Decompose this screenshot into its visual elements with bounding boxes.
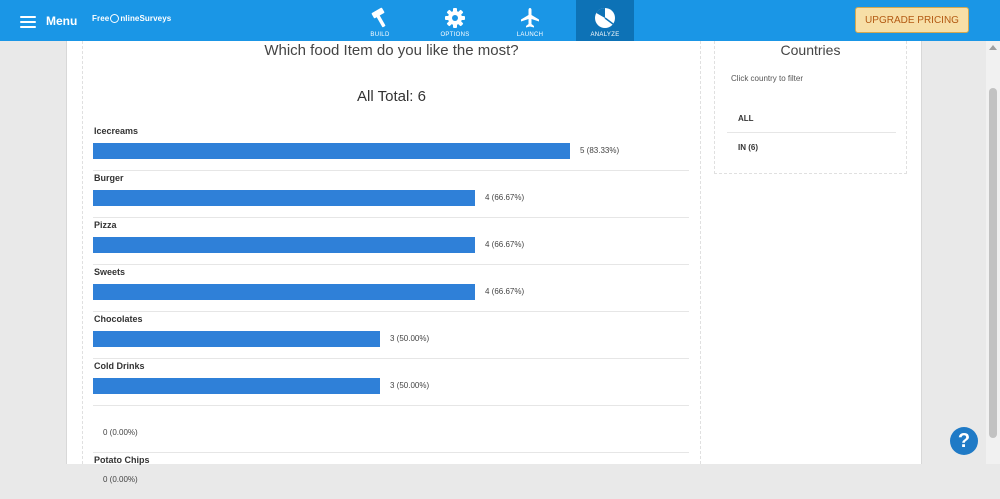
pie-chart-icon bbox=[595, 7, 615, 28]
tab-analyze[interactable]: ANALYZE bbox=[576, 0, 634, 41]
answer-value: 3 (50.00%) bbox=[390, 381, 430, 390]
vertical-scrollbar[interactable] bbox=[986, 41, 1000, 464]
logo-o-icon bbox=[110, 14, 120, 23]
country-filter-in[interactable]: IN (6) bbox=[738, 143, 758, 152]
airplane-icon bbox=[521, 8, 539, 28]
answer-row: Potato Chips 0 (0.00%) bbox=[93, 453, 689, 499]
answer-value: 4 (66.67%) bbox=[485, 287, 525, 296]
answer-bar bbox=[93, 237, 475, 253]
answer-row: Cold Drinks 3 (50.00%) bbox=[93, 359, 689, 406]
answer-row: 0 (0.00%) bbox=[93, 406, 689, 453]
answer-row: Icecreams 5 (83.33%) bbox=[93, 124, 689, 171]
answer-bar-track: 4 (66.67%) bbox=[93, 190, 689, 206]
hamburger-icon bbox=[20, 15, 36, 28]
answer-label: Burger bbox=[94, 173, 124, 183]
answer-value: 3 (50.00%) bbox=[390, 334, 430, 343]
scroll-thumb[interactable] bbox=[989, 88, 997, 438]
help-button[interactable]: ? bbox=[950, 427, 978, 455]
total-responses: All Total: 6 bbox=[357, 88, 426, 105]
answer-label: Icecreams bbox=[94, 126, 139, 136]
answer-bar bbox=[93, 143, 570, 159]
tab-build-label: BUILD bbox=[370, 32, 390, 38]
survey-tabs: BUILD OPTIONS LAUNCH bbox=[351, 0, 651, 41]
upgrade-pricing-button[interactable]: UPGRADE PRICING bbox=[855, 7, 969, 33]
tab-launch[interactable]: LAUNCH bbox=[501, 0, 559, 41]
hammer-icon bbox=[371, 7, 386, 28]
logo-text-surveys: Surveys bbox=[139, 14, 172, 23]
answer-label: Sweets bbox=[94, 267, 126, 277]
answer-bar-track: 4 (66.67%) bbox=[93, 284, 689, 300]
tab-options-label: OPTIONS bbox=[440, 32, 470, 38]
answer-bar-track: 0 (0.00%) bbox=[93, 425, 689, 441]
answer-row: Pizza 4 (66.67%) bbox=[93, 218, 689, 265]
tab-launch-label: LAUNCH bbox=[516, 32, 544, 38]
answer-label: Cold Drinks bbox=[94, 361, 145, 371]
logo-text-nline: nline bbox=[120, 14, 140, 23]
answer-value: 5 (83.33%) bbox=[580, 146, 620, 155]
menu-label: Menu bbox=[46, 14, 78, 28]
answer-label: Potato Chips bbox=[94, 455, 150, 465]
top-navigation-bar: Menu Free nline Surveys BUILD bbox=[0, 0, 1000, 41]
answer-row: Burger 4 (66.67%) bbox=[93, 171, 689, 218]
question-title: Which food Item do you like the most? bbox=[264, 42, 519, 59]
question-results-panel: Which food Item do you like the most? Al… bbox=[82, 41, 701, 484]
country-filter-all[interactable]: ALL bbox=[727, 104, 896, 133]
answer-value: 0 (0.00%) bbox=[103, 428, 138, 437]
menu-button[interactable]: Menu bbox=[20, 12, 77, 30]
answer-bar bbox=[93, 378, 380, 394]
answer-row: Sweets 4 (66.67%) bbox=[93, 265, 689, 312]
answer-bar-track: 4 (66.67%) bbox=[93, 237, 689, 253]
answer-bar-track: 5 (83.33%) bbox=[93, 143, 689, 159]
answer-value: 4 (66.67%) bbox=[485, 240, 525, 249]
scroll-up-arrow-icon[interactable] bbox=[989, 45, 997, 50]
freeonlinesurveys-logo[interactable]: Free nline Surveys bbox=[92, 14, 171, 23]
answer-value: 4 (66.67%) bbox=[485, 193, 525, 202]
answer-bar bbox=[93, 284, 475, 300]
answer-label: Chocolates bbox=[94, 314, 143, 324]
answer-list: Icecreams 5 (83.33%) Burger 4 (66.67%) Pizza… bbox=[93, 124, 689, 499]
tab-options[interactable]: OPTIONS bbox=[426, 0, 484, 41]
answer-value: 0 (0.00%) bbox=[103, 475, 138, 484]
countries-hint: Click country to filter bbox=[731, 74, 804, 83]
answer-bar bbox=[93, 331, 380, 347]
tab-build[interactable]: BUILD bbox=[351, 0, 409, 41]
answer-bar-track: 3 (50.00%) bbox=[93, 331, 689, 347]
logo-text-free: Free bbox=[92, 14, 110, 23]
gear-icon bbox=[445, 8, 465, 28]
countries-title: Countries bbox=[780, 42, 841, 58]
answer-bar-track: 3 (50.00%) bbox=[93, 378, 689, 394]
tab-analyze-label: ANALYZE bbox=[590, 32, 620, 38]
question-mark-icon: ? bbox=[957, 429, 971, 452]
countries-panel: Countries Click country to filter ALL IN… bbox=[714, 41, 907, 174]
answer-label: Pizza bbox=[94, 220, 117, 230]
answer-bar bbox=[93, 190, 475, 206]
answer-bar-track: 0 (0.00%) bbox=[93, 472, 689, 488]
answer-row: Chocolates 3 (50.00%) bbox=[93, 312, 689, 359]
